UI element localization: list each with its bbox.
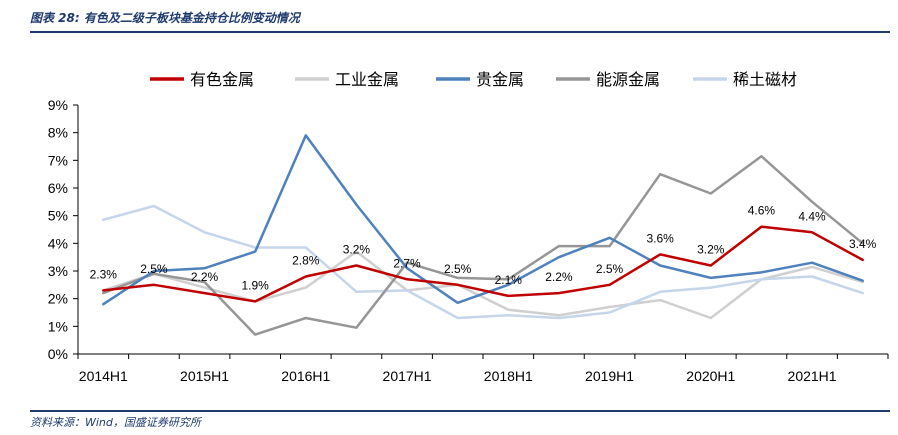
x-tick-label: 2015H1 bbox=[180, 368, 229, 384]
data-label: 2.1% bbox=[495, 273, 523, 287]
y-tick-label: 7% bbox=[48, 152, 68, 168]
legend-label: 有色金属 bbox=[190, 70, 254, 89]
chart-axes: 0% 1% 2% 3% 4% 5% 6% 7% 8% 9% 2014H1 2015H1 2016H1 20… bbox=[48, 97, 889, 384]
chart-legend: 有色金属 工业金属 贵金属 能源金属 稀土磁材 bbox=[150, 70, 797, 89]
y-tick-label: 5% bbox=[48, 208, 68, 224]
data-label: 3.2% bbox=[697, 242, 725, 256]
x-tick-label: 2020H1 bbox=[686, 368, 735, 384]
series-line-5 bbox=[102, 204, 864, 320]
data-label: 3.2% bbox=[343, 242, 371, 256]
x-tick-label: 2017H1 bbox=[383, 368, 432, 384]
data-label: 1.9% bbox=[242, 278, 270, 292]
figure-title: 图表 28: 有色及二级子板块基金持仓比例变动情况 bbox=[30, 11, 300, 25]
data-label: 2.5% bbox=[596, 262, 624, 276]
series-line-4 bbox=[102, 154, 864, 336]
legend-label: 能源金属 bbox=[596, 70, 660, 89]
x-tick-label: 2019H1 bbox=[585, 368, 634, 384]
y-tick-label: 6% bbox=[48, 180, 68, 196]
data-label: 2.8% bbox=[292, 254, 320, 268]
top-rule bbox=[30, 31, 890, 33]
legend-label: 贵金属 bbox=[476, 70, 524, 89]
data-label: 3.4% bbox=[849, 237, 877, 251]
figure-source: 资料来源：Wind，国盛证券研究所 bbox=[30, 416, 201, 429]
y-tick-label: 9% bbox=[48, 97, 68, 113]
data-label: 3.6% bbox=[647, 231, 675, 245]
data-label: 2.2% bbox=[191, 270, 219, 284]
y-tick-label: 2% bbox=[48, 291, 68, 307]
data-label: 2.3% bbox=[90, 267, 118, 281]
chart-data-labels: 2.3% 2.5% 2.2% 1.9% 2.8% 3.2% 2.7% 2.5% 2.1% 2.2%… bbox=[90, 204, 877, 293]
series-line-2 bbox=[102, 250, 864, 320]
x-tick-label: 2018H1 bbox=[484, 368, 533, 384]
bottom-rule bbox=[30, 410, 890, 412]
data-label: 2.5% bbox=[140, 262, 168, 276]
chart-series bbox=[102, 134, 864, 336]
data-label: 2.5% bbox=[444, 262, 472, 276]
data-label: 2.7% bbox=[393, 256, 421, 270]
series-line-1 bbox=[102, 225, 864, 303]
data-label: 4.6% bbox=[748, 204, 776, 218]
y-tick-label: 0% bbox=[48, 346, 68, 362]
legend-label: 工业金属 bbox=[335, 70, 399, 89]
series-line-3 bbox=[102, 134, 864, 306]
legend-label: 稀土磁材 bbox=[733, 70, 797, 89]
x-tick-label: 2021H1 bbox=[788, 368, 837, 384]
y-tick-label: 1% bbox=[48, 318, 68, 334]
x-tick-label: 2016H1 bbox=[281, 368, 330, 384]
data-label: 4.4% bbox=[798, 209, 826, 223]
y-tick-label: 3% bbox=[48, 263, 68, 279]
y-tick-label: 8% bbox=[48, 125, 68, 141]
x-tick-label: 2014H1 bbox=[79, 368, 128, 384]
y-tick-label: 4% bbox=[48, 235, 68, 251]
data-label: 2.2% bbox=[545, 270, 573, 284]
